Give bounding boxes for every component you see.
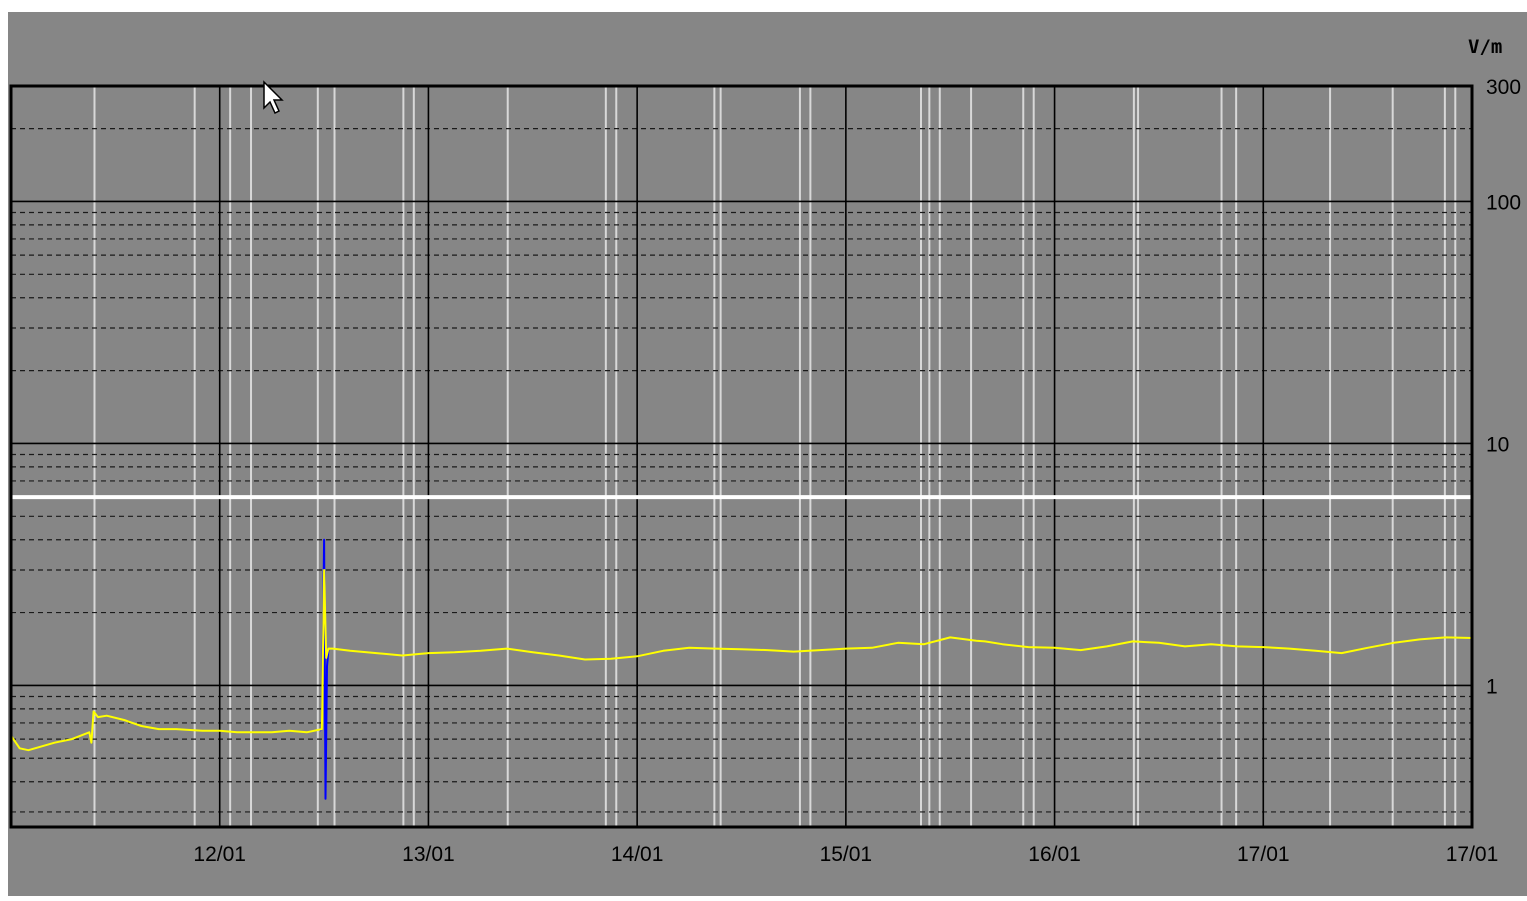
y-tick-label: 300: [1486, 76, 1521, 99]
x-tick-label: 15/01: [820, 843, 873, 866]
y-axis-labels: V/m 1 10 100 300: [1468, 36, 1521, 698]
x-axis-labels: 12/01 13/01 14/01 15/01 16/01 17/01 17/01: [193, 843, 1498, 866]
x-tick-label: 17/01: [1237, 843, 1290, 866]
x-tick-label: 17/01: [1446, 843, 1499, 866]
y-tick-label: 10: [1486, 433, 1509, 456]
y-tick-label: 1: [1486, 675, 1498, 698]
mouse-cursor-icon: [263, 80, 284, 115]
series-line-1: [10, 569, 1473, 752]
grid-layer: [11, 86, 1472, 827]
x-tick-label: 14/01: [611, 843, 664, 866]
x-tick-label: 12/01: [193, 843, 246, 866]
x-tick-label: 16/01: [1028, 843, 1081, 866]
x-tick-label: 13/01: [402, 843, 455, 866]
y-axis-unit-label: V/m: [1468, 36, 1502, 58]
plot-frame: [9, 84, 1474, 829]
y-tick-label: 100: [1486, 191, 1521, 214]
series-layer: [10, 538, 1473, 800]
